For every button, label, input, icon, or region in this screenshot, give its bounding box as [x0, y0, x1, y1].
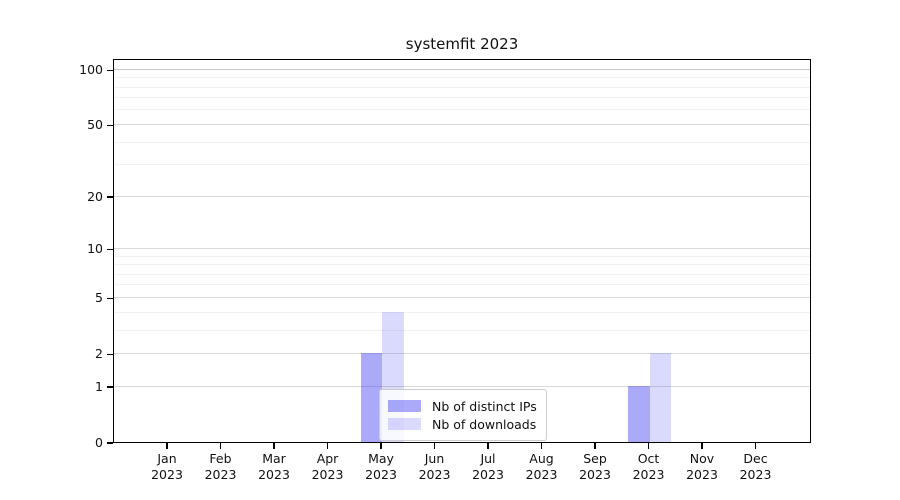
gridline-10	[114, 247, 810, 249]
legend-swatch-distinct-ips	[388, 400, 421, 412]
x-tick-may-2023	[380, 443, 382, 449]
y-tick-50	[107, 124, 113, 126]
x-tick-nov-2023	[701, 443, 703, 449]
plot-area: Nb of distinct IPs Nb of downloads	[113, 59, 811, 443]
legend-label-distinct-ips: Nb of distinct IPs	[432, 398, 537, 414]
y-tick-label-2: 2	[95, 346, 103, 362]
y-tick-label-20: 20	[87, 189, 103, 205]
gridline-minor-9	[114, 255, 810, 257]
gridline-1	[114, 385, 810, 387]
x-tick-label-jul-2023: Jul 2023	[472, 451, 504, 482]
x-tick-label-jun-2023: Jun 2023	[418, 451, 451, 482]
gridline-minor-7	[114, 273, 810, 275]
gridline-20	[114, 195, 810, 197]
y-tick-5	[107, 297, 113, 299]
x-tick-label-may-2023: May 2023	[365, 451, 397, 482]
gridline-minor-4	[114, 311, 810, 313]
x-tick-feb-2023	[219, 443, 222, 449]
x-tick-label-aug-2023: Aug 2023	[525, 451, 558, 482]
y-tick-label-10: 10	[87, 241, 103, 257]
x-tick-jan-2023	[166, 443, 168, 449]
gridline-minor-3	[114, 329, 810, 331]
y-tick-label-1: 1	[95, 379, 103, 394]
chart-title: systemfit 2023	[405, 35, 519, 53]
gridline-50	[114, 123, 810, 125]
bar-nb-of-downloads-oct-2023	[649, 353, 671, 442]
legend: Nb of distinct IPs Nb of downloads	[379, 389, 547, 441]
y-tick-1	[107, 386, 113, 388]
x-tick-oct-2023	[647, 443, 650, 449]
y-tick-20	[107, 196, 113, 198]
gridline-minor-90	[114, 77, 810, 79]
x-tick-label-dec-2023: Dec 2023	[739, 451, 772, 482]
bar-nb-of-distinct-ips-oct-2023	[628, 386, 650, 442]
y-tick-10	[107, 248, 113, 250]
legend-item-downloads: Nb of downloads	[388, 415, 537, 433]
y-tick-label-50: 50	[87, 117, 103, 133]
gridline-2	[114, 352, 810, 354]
gridline-minor-30	[114, 164, 810, 166]
y-tick-2	[107, 353, 113, 355]
x-tick-label-sep-2023: Sep 2023	[579, 451, 611, 482]
x-tick-dec-2023	[754, 443, 757, 449]
bar-nb-of-distinct-ips-may-2023	[360, 353, 382, 442]
x-tick-sep-2023	[594, 443, 596, 449]
gridline-minor-80	[114, 86, 810, 88]
x-tick-label-oct-2023: Oct 2023	[632, 451, 665, 482]
y-tick-label-100: 100	[79, 62, 103, 78]
legend-label-downloads: Nb of downloads	[432, 416, 537, 432]
gridline-minor-8	[114, 264, 810, 266]
y-tick-label-5: 5	[95, 290, 103, 306]
gridline-minor-6	[114, 284, 810, 286]
x-tick-label-feb-2023: Feb 2023	[204, 451, 237, 482]
x-tick-mar-2023	[273, 443, 275, 449]
x-tick-label-jan-2023: Jan 2023	[151, 451, 183, 482]
gridline-100	[114, 68, 810, 70]
x-tick-aug-2023	[540, 443, 543, 449]
y-tick-label-0: 0	[95, 435, 103, 450]
gridline-minor-70	[114, 97, 810, 99]
x-tick-label-mar-2023: Mar 2023	[258, 451, 290, 482]
y-tick-0	[107, 442, 113, 444]
x-tick-jul-2023	[487, 443, 489, 449]
x-tick-label-apr-2023: Apr 2023	[311, 451, 344, 482]
gridline-5	[114, 296, 810, 298]
legend-item-distinct-ips: Nb of distinct IPs	[388, 397, 537, 415]
x-tick-label-nov-2023: Nov 2023	[686, 451, 718, 482]
x-tick-apr-2023	[326, 443, 329, 449]
gridline-minor-60	[114, 109, 810, 111]
x-tick-jun-2023	[433, 443, 436, 449]
y-tick-100	[107, 69, 113, 71]
legend-swatch-downloads	[388, 418, 421, 430]
gridline-minor-40	[114, 141, 810, 143]
